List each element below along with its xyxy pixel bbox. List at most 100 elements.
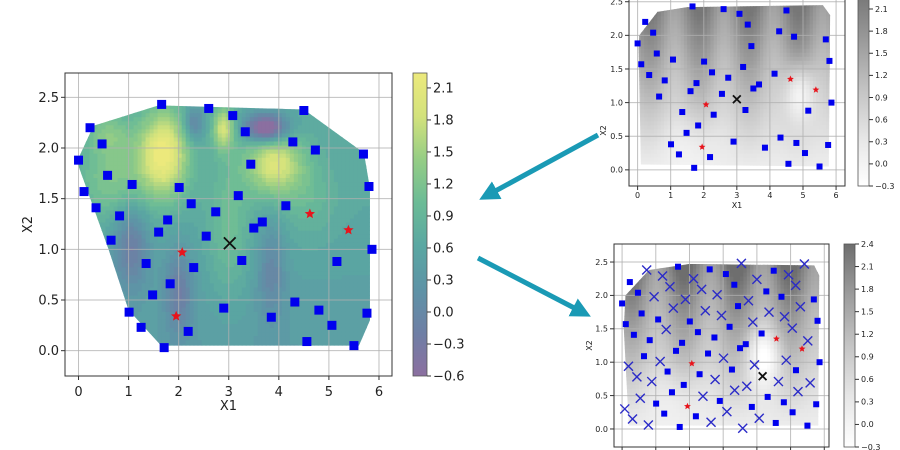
contour-cell [353,181,359,187]
contour-cell [297,120,303,126]
contour-cell [269,140,275,146]
contour-cell [301,282,307,288]
contour-cell [217,339,223,345]
contour-cell [165,315,171,320]
contour-cell [273,319,279,324]
contour-cell [153,161,159,166]
contour-cell [237,250,243,255]
contour-cell [193,307,199,312]
contour-cell [305,189,311,195]
contour-cell [213,120,219,126]
contour-cell [165,254,171,260]
contour-cell [297,299,303,304]
contour-cell [305,153,311,158]
contour-cell [325,230,331,235]
contour-cell [353,270,359,276]
contour-cell [205,136,211,142]
contour-cell [173,266,179,272]
contour-cell [277,327,283,333]
contour-cell [121,286,127,292]
contour-cell [325,165,331,170]
contour-cell [245,274,251,280]
contour-cell [297,193,303,199]
contour-cell [185,343,191,346]
contour-cell [333,250,339,255]
contour-cell [305,323,311,328]
contour-cell [225,331,231,337]
contour-cell [173,319,179,324]
contour-cell [197,132,203,138]
contour-cell [265,250,271,255]
contour-cell [349,307,355,312]
contour-cell [97,128,103,134]
contour-cell [125,177,131,183]
contour-cell [197,335,203,341]
contour-cell [209,226,215,231]
contour-cell [169,274,175,280]
contour-cell [145,169,151,174]
contour-cell [97,157,103,162]
contour-cell [105,165,111,170]
contour-cell [157,157,163,162]
contour-cell [281,250,287,255]
contour-cell [297,311,303,316]
contour-cell [277,266,283,272]
contour-cell [213,258,219,264]
contour-cell [321,217,327,223]
contour-cell [193,201,199,207]
contour-cell [357,323,363,328]
contour-cell [97,222,103,227]
contour-cell [305,177,311,183]
contour-cell [217,136,223,142]
contour-cell [101,165,107,170]
contour-cell [129,144,135,150]
contour-cell [169,327,175,333]
contour-cell [225,290,231,296]
contour-cell [241,234,247,239]
contour-cell [281,128,287,134]
contour-cell [125,230,131,235]
contour-cell [313,286,319,292]
contour-cell [249,153,255,158]
contour-cell [325,185,331,191]
contour-cell [209,303,215,308]
contour-cell [313,213,319,219]
contour-cell [353,234,359,239]
contour-cell [129,201,135,207]
contour-cell [237,282,243,288]
contour-cell [105,193,111,199]
contour-cell [229,290,235,296]
contour-cell [321,173,327,178]
contour-cell [193,173,199,178]
contour-cell [93,161,99,166]
contour-cell [297,222,303,227]
contour-cell [321,209,327,215]
contour-cell [237,169,243,174]
contour-cell [217,108,223,114]
contour-cell [261,205,267,211]
contour-cell [169,185,175,191]
contour-cell [281,290,287,296]
contour-cell [249,169,255,174]
contour-cell [209,173,215,178]
contour-cell [277,153,283,158]
contour-cell [205,311,211,316]
contour-cell [141,246,147,251]
contour-cell [317,242,323,247]
contour-cell [341,165,347,170]
contour-cell [193,254,199,260]
contour-cell [313,128,319,134]
contour-cell [265,286,271,292]
contour-cell [265,169,271,174]
contour-cell [205,339,211,345]
contour-cell [305,270,311,276]
contour-cell [181,116,187,122]
contour-cell [197,177,203,183]
contour-cell [305,258,311,264]
contour-cell [201,315,207,320]
contour-cell [177,278,183,284]
contour-cell [137,311,143,316]
contour-cell [221,112,227,118]
contour-cell [321,258,327,264]
contour-cell [225,299,231,304]
